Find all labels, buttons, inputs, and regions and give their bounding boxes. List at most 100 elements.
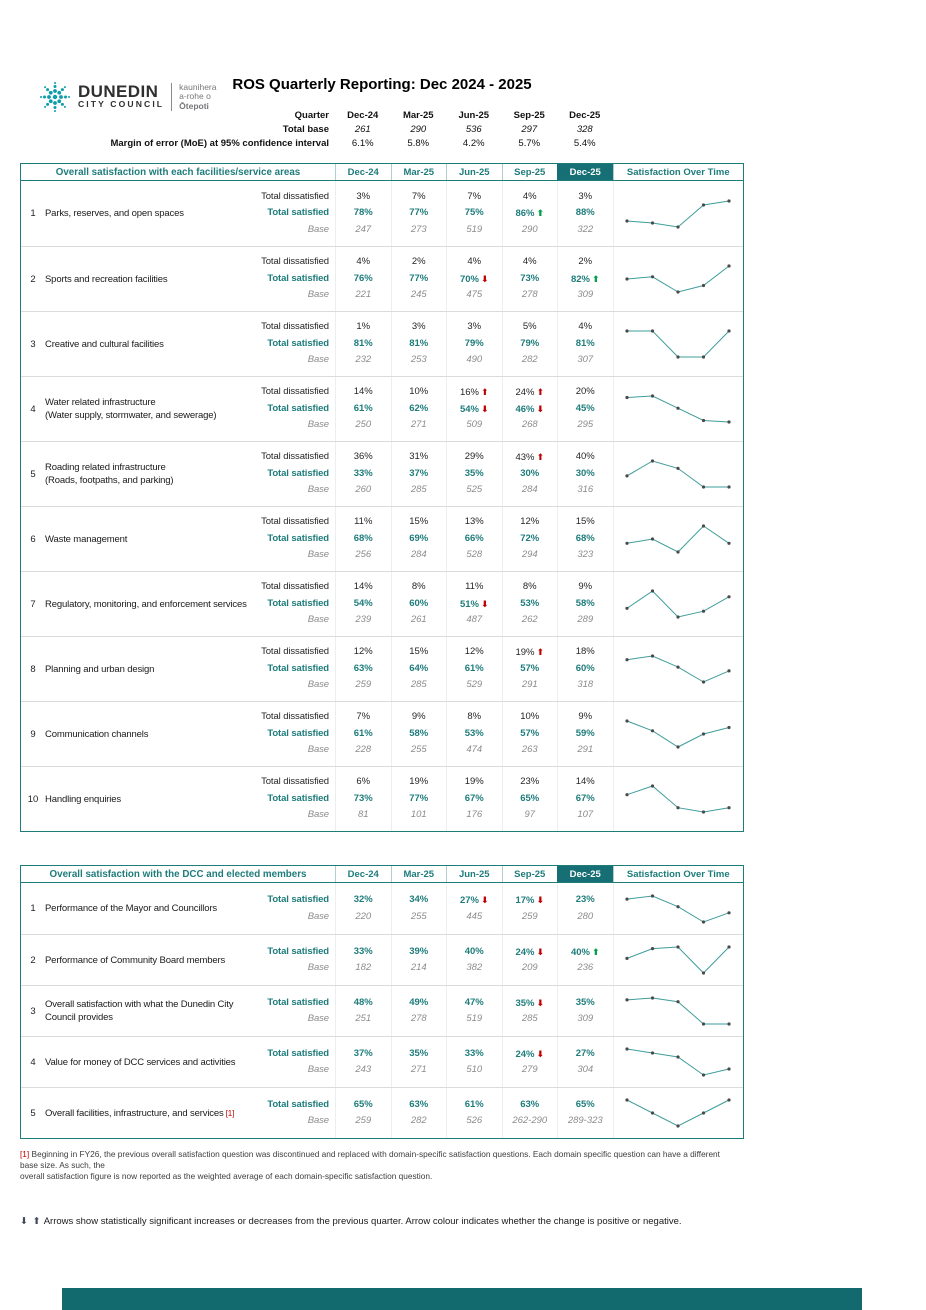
quarter-label: Quarter: [294, 109, 329, 121]
sparkline-chart: [625, 198, 731, 229]
base-value-text: 271: [410, 1064, 427, 1075]
service-name-line: Waste management: [45, 533, 241, 546]
base-value: 221: [336, 287, 391, 304]
base-value-text: 228: [355, 744, 372, 756]
base-value-text: 261: [410, 614, 427, 626]
dissatisfied-value: 31%: [392, 449, 447, 466]
base-value-text: 280: [577, 910, 594, 922]
arrow-down-icon: ⬇: [480, 895, 489, 905]
dissatisfied-value-text: 19%: [409, 776, 429, 788]
base-value-text: 214: [410, 962, 427, 973]
satisfied-value: 81%: [392, 336, 447, 353]
quarter-value: Dec-25: [569, 109, 601, 121]
row-number: 2: [30, 273, 36, 285]
base-value-text: 294: [521, 549, 538, 561]
dissatisfied-value-text: 12%: [520, 516, 540, 528]
service-name: Water related infrastructure (Water suppl…: [45, 377, 241, 441]
base-value: 278: [392, 1011, 447, 1028]
base-value-text: 262: [521, 614, 538, 626]
arrow-up-icon: ⬆: [591, 946, 600, 957]
dissatisfied-value: 4%: [558, 319, 613, 336]
base-label: Base: [307, 549, 329, 561]
satisfied-value: 63%: [336, 661, 391, 678]
dissatisfied-value-text: 4%: [356, 256, 371, 268]
satisfied-value-text: 54%: [459, 403, 479, 415]
dissatisfied-value: 36%: [336, 449, 391, 466]
service-name-text: Water related infrastructure: [45, 397, 156, 408]
dissatisfied-value: 12%: [503, 514, 558, 531]
base-value-text: 251: [355, 1013, 372, 1024]
table-row: 7 Regulatory, monitoring, and enforcement…: [21, 571, 743, 636]
base-value: 519: [447, 1011, 502, 1028]
dcc-logo: DUNEDIN CITY COUNCIL kaunihera a-rohe o …: [38, 80, 217, 114]
satisfied-label: Total satisfied: [267, 1047, 329, 1059]
satisfied-value-text: 73%: [353, 792, 373, 804]
satisfied-value-text: 23%: [575, 894, 595, 905]
satisfied-value-text: 17%: [515, 895, 535, 906]
quarter-cell: 33% 510: [446, 1037, 502, 1087]
satisfied-value-text: 75%: [464, 207, 484, 219]
base-value-text: 232: [355, 354, 372, 366]
dissatisfied-value-text: 7%: [411, 190, 426, 202]
satisfied-value-text: 68%: [353, 532, 373, 544]
base-value-text: 289: [577, 614, 594, 626]
table-row: 1 Performance of the Mayor and Councillor…: [21, 883, 743, 934]
satisfied-value-text: 47%: [464, 996, 484, 1008]
satisfied-value-text: 81%: [575, 337, 595, 349]
satisfied-value-text: 39%: [409, 945, 429, 957]
service-name: Handling enquiries: [45, 767, 241, 831]
base-value-text: 271: [410, 419, 427, 431]
satisfied-label: Total satisfied: [267, 945, 329, 957]
sparkline-cell: [612, 507, 744, 571]
satisfied-label: Total satisfied: [267, 532, 329, 544]
dissatisfied-value-text: 15%: [575, 516, 595, 528]
table-row: 10 Handling enquiries Total dissatisfied To…: [21, 766, 743, 831]
satisfied-value-text: 73%: [520, 272, 540, 284]
dissatisfied-value-text: 3%: [467, 321, 482, 333]
dissatisfied-label: Total dissatisfied: [261, 190, 329, 202]
base-value: 236: [558, 960, 613, 977]
quarter-value: Dec-24: [347, 109, 379, 121]
row-number: 5: [30, 1107, 36, 1119]
dissatisfied-value-text: 2%: [411, 256, 426, 268]
base-value: 107: [558, 807, 613, 824]
base-value: 475: [447, 287, 502, 304]
base-value: 295: [558, 417, 613, 434]
service-name-line: Planning and urban design: [45, 663, 241, 676]
base-value: 282: [503, 352, 558, 369]
satisfied-value-text: 35%: [409, 1047, 429, 1059]
satisfied-value: 24% ⬇: [503, 1046, 558, 1063]
footnote-line1: [1] Beginning in FY26, the previous over…: [20, 1149, 740, 1171]
satisfied-value: 53%: [503, 596, 558, 613]
satisfied-value: 66%: [447, 531, 502, 548]
table-row: 6 Waste management Total dissatisfied Total…: [21, 506, 743, 571]
base-label: Base: [307, 809, 329, 821]
row-number: 7: [30, 598, 36, 610]
satisfied-value-text: 77%: [409, 207, 429, 219]
satisfied-value: 61%: [447, 661, 502, 678]
dissatisfied-value: 4%: [447, 254, 502, 271]
service-name-text: Planning and urban design: [45, 663, 155, 675]
dissatisfied-value: 43% ⬆: [503, 449, 558, 466]
base-value: 239: [336, 612, 391, 629]
service-name-line: Regulatory, monitoring, and enforcement …: [45, 598, 247, 611]
satisfied-value-text: 65%: [520, 792, 540, 804]
base-value-text: 525: [466, 484, 483, 496]
satisfied-value-text: 32%: [353, 894, 373, 905]
base-value: 245: [392, 287, 447, 304]
row-labels: Total dissatisfied Total satisfied Base: [241, 377, 335, 441]
satisfied-value: 37%: [392, 466, 447, 483]
quarter-cell: 35% 309: [557, 986, 613, 1036]
footnote-text1: Beginning in FY26, the previous overall …: [20, 1149, 720, 1170]
base-value: 259: [336, 1113, 391, 1130]
row-number: 3: [30, 1005, 36, 1017]
moe-row: Margin of error (MoE) at 95% confidence …: [20, 136, 613, 150]
quarter-cell: 31% 37% 285: [390, 442, 447, 506]
base-value-text: 316: [577, 484, 594, 496]
dissatisfied-value-text: 12%: [353, 646, 373, 658]
dissatisfied-value: 2%: [558, 254, 613, 271]
base-value: 278: [503, 287, 558, 304]
quarter-cell: 3% 81% 253: [390, 312, 447, 376]
sparkline-chart: [625, 264, 731, 294]
